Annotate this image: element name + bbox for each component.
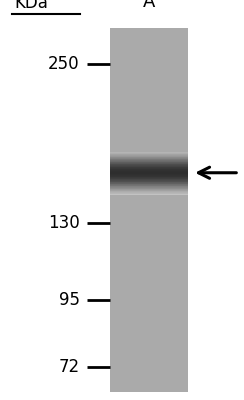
Bar	[110, 156, 188, 157]
Bar	[110, 180, 188, 181]
Bar	[110, 181, 188, 182]
Bar	[110, 165, 188, 166]
Bar	[110, 158, 188, 159]
Bar	[110, 161, 188, 162]
Bar	[110, 189, 188, 190]
Bar	[110, 177, 188, 178]
Bar	[110, 152, 188, 153]
Text: 95: 95	[59, 291, 80, 309]
Bar	[110, 166, 188, 167]
Bar	[110, 171, 188, 172]
Bar	[110, 154, 188, 155]
Bar	[110, 160, 188, 161]
Bar	[110, 191, 188, 192]
Bar	[110, 159, 188, 160]
Bar	[110, 176, 188, 177]
Bar	[110, 169, 188, 170]
Bar	[110, 163, 188, 164]
Bar	[110, 173, 188, 174]
Text: A: A	[143, 0, 155, 11]
Bar	[110, 186, 188, 187]
Bar	[110, 157, 188, 158]
Bar	[110, 179, 188, 180]
Bar	[110, 184, 188, 185]
Bar	[110, 164, 188, 165]
Bar	[110, 155, 188, 156]
Bar	[110, 167, 188, 168]
Text: 130: 130	[48, 214, 80, 232]
Bar	[110, 168, 188, 169]
Bar	[110, 28, 188, 392]
Bar	[110, 162, 188, 163]
Text: 72: 72	[59, 358, 80, 376]
Bar	[110, 178, 188, 179]
Bar	[110, 190, 188, 191]
Bar	[110, 185, 188, 186]
Bar	[110, 194, 188, 195]
Bar	[110, 175, 188, 176]
Bar	[110, 153, 188, 154]
Bar	[110, 182, 188, 183]
Bar	[110, 192, 188, 193]
Bar	[110, 174, 188, 175]
Bar	[110, 170, 188, 171]
Bar	[110, 188, 188, 189]
Bar	[110, 193, 188, 194]
Text: KDa: KDa	[14, 0, 48, 12]
Bar	[110, 172, 188, 173]
Bar	[110, 187, 188, 188]
Bar	[110, 183, 188, 184]
Text: 250: 250	[48, 55, 80, 73]
